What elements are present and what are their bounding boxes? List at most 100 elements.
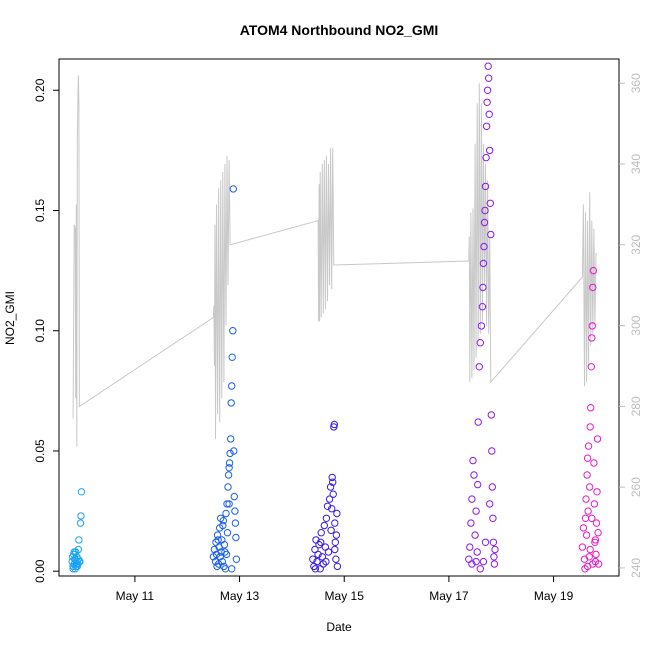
data-point <box>582 531 591 539</box>
data-point <box>480 242 488 251</box>
data-point <box>584 507 592 515</box>
data-point <box>584 442 593 450</box>
data-point <box>487 411 495 419</box>
data-point <box>587 363 595 371</box>
data-point <box>466 543 474 551</box>
x-axis-label: Date <box>326 620 352 634</box>
data-point <box>222 509 230 518</box>
data-point <box>591 536 600 544</box>
data-point <box>470 471 478 479</box>
data-point <box>219 521 227 530</box>
data-point <box>222 550 231 559</box>
data-point <box>224 471 233 479</box>
data-point <box>226 449 234 458</box>
data-point <box>313 557 321 566</box>
data-point <box>583 454 592 462</box>
data-point <box>74 545 83 554</box>
x-tick-label: May 19 <box>534 589 574 603</box>
data-point <box>329 490 337 498</box>
data-point <box>469 456 477 465</box>
data-point <box>488 447 496 455</box>
data-points-layer <box>68 62 603 573</box>
data-point <box>231 519 240 527</box>
data-point <box>314 550 322 559</box>
data-point <box>329 478 337 486</box>
data-point <box>487 230 495 239</box>
data-point <box>318 553 326 561</box>
data-point <box>587 404 595 412</box>
data-point <box>217 514 225 522</box>
y-tick-label: 0.05 <box>33 439 47 463</box>
data-point <box>216 553 224 561</box>
data-point <box>586 423 594 431</box>
data-point <box>472 557 480 566</box>
data-point <box>589 283 597 292</box>
data-point <box>332 531 341 539</box>
y-tick-label: 0.00 <box>33 559 47 583</box>
data-point <box>472 507 480 515</box>
chart-title: ATOM4 Northbound NO2_GMI <box>240 22 439 38</box>
data-point <box>330 420 338 429</box>
right-axis: 240 260 280 300 320 340 360 <box>619 73 643 578</box>
data-point <box>594 529 602 537</box>
data-point <box>468 495 476 503</box>
data-point <box>331 538 339 546</box>
data-point <box>590 500 599 508</box>
secondary-line-layer <box>72 75 597 447</box>
data-point <box>480 218 489 227</box>
data-point <box>486 500 494 508</box>
data-point <box>478 303 487 311</box>
data-point <box>486 146 494 155</box>
data-point <box>483 98 491 107</box>
y-axis: 0.00 0.05 0.10 0.15 0.20 <box>33 78 59 583</box>
data-point <box>594 560 603 568</box>
data-point <box>579 524 588 532</box>
data-point <box>484 62 492 70</box>
data-point <box>331 519 339 527</box>
data-point <box>481 206 489 215</box>
data-point <box>471 531 479 539</box>
data-point <box>326 483 335 491</box>
data-point <box>213 562 221 571</box>
data-point <box>214 536 222 544</box>
data-point <box>481 182 490 191</box>
data-point <box>228 382 236 390</box>
data-point <box>588 514 596 522</box>
data-point <box>589 560 597 568</box>
data-point <box>328 505 336 513</box>
data-point <box>467 519 475 527</box>
data-point <box>229 185 238 193</box>
data-point <box>479 557 488 566</box>
data-point <box>77 512 85 520</box>
data-point <box>476 565 484 573</box>
data-point <box>583 471 591 479</box>
data-point <box>593 488 601 496</box>
data-point <box>483 86 492 95</box>
y2-tick-label: 240 <box>629 558 643 578</box>
data-point <box>323 502 332 510</box>
data-point <box>317 529 325 537</box>
data-point <box>491 545 499 554</box>
data-point <box>232 555 241 563</box>
data-point <box>70 548 78 556</box>
data-point <box>218 557 227 566</box>
data-point <box>490 553 498 561</box>
data-point <box>317 538 325 546</box>
data-point <box>481 538 490 546</box>
data-point <box>486 199 494 208</box>
data-point <box>585 553 593 561</box>
data-point <box>73 562 82 571</box>
data-point <box>482 153 490 162</box>
data-point <box>468 560 476 568</box>
x-tick-label: May 17 <box>429 589 469 603</box>
data-point <box>224 483 232 491</box>
data-point <box>474 418 482 426</box>
y2-tick-label: 360 <box>629 73 643 93</box>
data-point <box>582 495 590 503</box>
y-axis-label: NO2_GMI <box>3 291 17 345</box>
data-point <box>231 507 239 515</box>
data-point <box>229 327 237 335</box>
data-point <box>586 545 594 554</box>
data-point <box>482 122 491 131</box>
data-point <box>333 562 342 571</box>
